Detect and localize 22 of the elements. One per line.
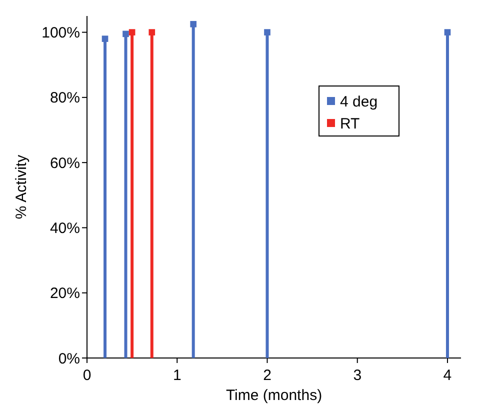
point — [102, 36, 108, 42]
legend-label: RT — [340, 115, 360, 132]
y-tick-label: 80% — [50, 90, 80, 107]
y-tick-label: 40% — [50, 220, 80, 237]
y-tick-label: 100% — [42, 24, 80, 42]
x-tick-label: 2 — [263, 367, 272, 384]
point — [148, 29, 156, 36]
x-tick-label: 3 — [353, 367, 362, 384]
y-tick-label: 60% — [50, 154, 80, 172]
x-tick-label: 4 — [443, 367, 452, 384]
legend-label: 4 deg — [340, 93, 378, 110]
x-axis-title: Time (months) — [226, 387, 322, 404]
point — [190, 20, 197, 28]
point — [444, 29, 451, 36]
point — [128, 29, 136, 36]
y-axis-title: % Activity — [13, 154, 30, 220]
x-tick-label: 1 — [172, 367, 182, 384]
y-tick-label: 20% — [50, 285, 80, 302]
point — [122, 30, 129, 38]
x-tick-label: 0 — [82, 367, 92, 384]
point — [264, 29, 270, 36]
y-tick-label: 0% — [58, 350, 80, 368]
